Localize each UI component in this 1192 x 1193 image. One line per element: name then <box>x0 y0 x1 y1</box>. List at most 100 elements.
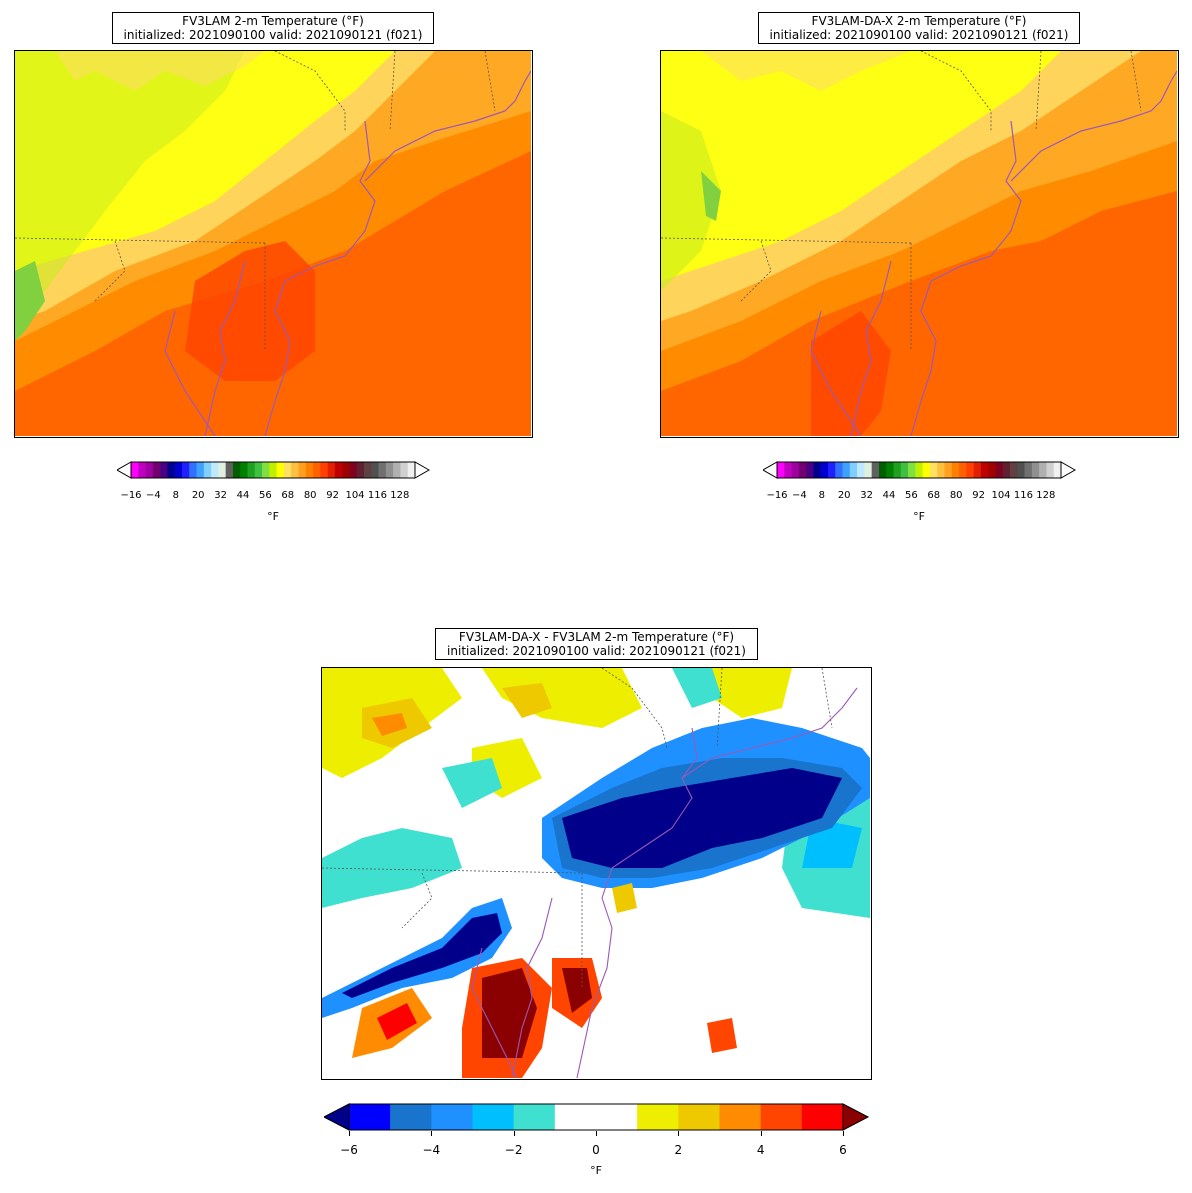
yellow-field <box>661 51 1061 281</box>
hot-spot <box>185 241 315 381</box>
colorbar-tick-label: 44 <box>236 490 250 501</box>
colorbar-cell <box>393 462 401 478</box>
colorbar-cell <box>400 462 409 478</box>
colorbar-tick-label: 2 <box>674 1143 683 1157</box>
colorbar-cell <box>203 462 212 478</box>
colorbar-cell <box>1002 462 1011 478</box>
panel2-title: FV3LAM-DA-X 2-m Temperature (°F) initial… <box>758 12 1080 44</box>
state-borders <box>15 51 496 351</box>
colorbar-tick-label: 8 <box>818 490 825 501</box>
colorbar-cell <box>138 462 146 478</box>
colorbar-tick-mark <box>349 1131 350 1136</box>
panel3-title: FV3LAM-DA-X - FV3LAM 2-m Temperature (°F… <box>435 628 758 660</box>
colorbar-cell <box>189 462 197 478</box>
colorbar-cell <box>513 1104 556 1130</box>
colorbar-cell <box>269 462 277 478</box>
colorbar-cell <box>806 462 814 478</box>
colorbar-tick-label: 80 <box>949 490 963 501</box>
colorbar-tick-label: 0 <box>592 1143 600 1157</box>
colorbar-tick-label: 128 <box>390 490 410 501</box>
blue-band-core <box>562 768 842 868</box>
panel3-title-line2: initialized: 2021090100 valid: 202109012… <box>447 644 746 658</box>
lime-patches <box>15 51 245 311</box>
colorbar-cell <box>364 462 372 478</box>
colorbar-cell <box>827 462 836 478</box>
colorbar-cell <box>980 462 989 478</box>
colorbar-cell <box>1031 462 1040 478</box>
panel1-title-line1: FV3LAM 2-m Temperature (°F) <box>182 14 364 28</box>
colorbar-tick-mark <box>843 1131 844 1136</box>
colorbar-tick-label: 116 <box>1013 490 1033 501</box>
colorbar-tick-label: −4 <box>422 1143 441 1157</box>
colorbar-cell <box>791 462 800 478</box>
colorbar-cell <box>356 462 365 478</box>
panel3-map[interactable] <box>321 667 872 1080</box>
colorbar-tick-label: 68 <box>281 490 295 501</box>
colorbar-tick-label: 80 <box>303 490 317 501</box>
colorbar-cell <box>554 1104 597 1130</box>
colorbar-cell <box>871 462 880 478</box>
cyan-patch <box>322 828 462 908</box>
colorbar-tick-label: 4 <box>756 1143 765 1157</box>
colorbar-cell <box>951 462 960 478</box>
colorbar-cell <box>342 462 350 478</box>
green-patch <box>701 171 721 221</box>
colorbar-cell <box>262 462 270 478</box>
colorbar-cell <box>637 1104 679 1130</box>
colorbar-tick-mark <box>431 1131 433 1136</box>
colorbar-cell <box>152 462 161 478</box>
coastlines <box>810 70 1177 436</box>
cyan-patch-3 <box>672 668 722 708</box>
cyan-patch-2 <box>442 758 502 808</box>
colorbar-cell <box>431 1104 473 1130</box>
colorbar-tick-label: 32 <box>214 490 227 501</box>
gold-patch-2 <box>502 683 552 718</box>
colorbar-tick-label: 116 <box>367 490 387 501</box>
colorbar-cell <box>371 462 379 478</box>
colorbar-cell <box>283 462 292 478</box>
ocean-red-spot <box>707 1018 737 1053</box>
colorbar-cell <box>893 462 902 478</box>
colorbar-cell <box>777 462 785 478</box>
colorbar-tick-label: 20 <box>837 490 851 501</box>
panel1-colorbar <box>117 461 431 479</box>
colorbar-cell <box>131 462 139 478</box>
colorbar-tick-label: 20 <box>191 490 205 501</box>
colorbar-tick-mark <box>596 1131 597 1136</box>
colorbar-cell <box>160 462 168 478</box>
colorbar-cell <box>298 462 307 478</box>
colorbar-cell <box>385 462 394 478</box>
panel2-title-line2: initialized: 2021090100 valid: 202109012… <box>769 28 1069 42</box>
panel1-map[interactable] <box>14 50 533 438</box>
colorbar-cell <box>784 462 792 478</box>
colorbar-cell <box>900 462 909 478</box>
colorbar-cell <box>813 462 821 478</box>
colorbar-cell <box>908 462 916 478</box>
colorbar-cell <box>472 1104 514 1130</box>
colorbar-cell <box>240 462 248 478</box>
colorbar-cell <box>1046 462 1055 478</box>
colorbar-cell <box>407 462 416 478</box>
colorbar-cell <box>1017 462 1025 478</box>
panel2-map-svg <box>661 51 1177 436</box>
cool-tops <box>701 51 911 91</box>
hot-spot <box>811 311 891 436</box>
cool-tops <box>55 51 265 91</box>
colorbar-tick-label: −4 <box>146 490 161 501</box>
colorbar-cell <box>276 462 285 478</box>
colorbar-tick-mark <box>513 1131 515 1136</box>
colorbar-cell <box>864 462 872 478</box>
panel2-map[interactable] <box>660 50 1179 438</box>
panel2-colorbar-unit: °F <box>913 510 925 523</box>
colorbar-cell <box>857 462 865 478</box>
colorbar-cell <box>719 1104 761 1130</box>
orange-spot <box>372 713 407 736</box>
colorbar-cell <box>959 462 967 478</box>
colorbar-cell <box>886 462 894 478</box>
colorbar-cell <box>291 462 299 478</box>
colorbar-tick-label: 8 <box>172 490 179 501</box>
colorbar-cell <box>247 462 256 478</box>
colorbar-tick-label: 56 <box>259 490 272 501</box>
colorbar-cell <box>334 462 343 478</box>
colorbar-tick-label: 92 <box>326 490 339 501</box>
